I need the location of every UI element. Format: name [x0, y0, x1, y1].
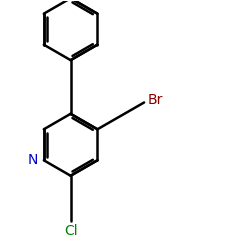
Text: Cl: Cl: [64, 224, 78, 238]
Text: Br: Br: [148, 93, 163, 107]
Text: N: N: [28, 153, 38, 167]
